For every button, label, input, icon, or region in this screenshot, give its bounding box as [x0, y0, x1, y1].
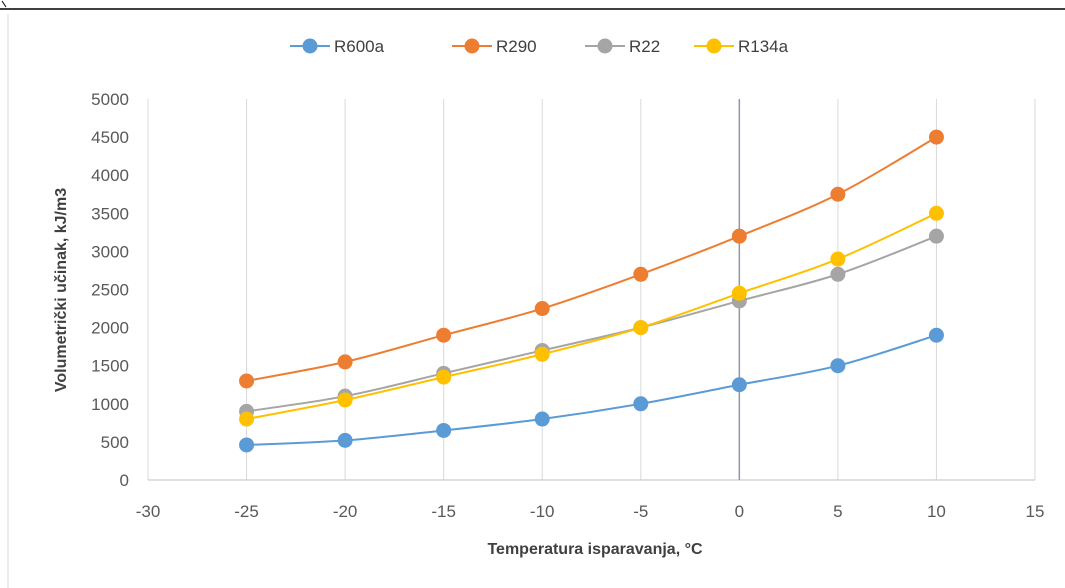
- data-point-r600a: [436, 422, 452, 438]
- x-tick-label: 15: [1026, 502, 1045, 521]
- series-r290: [239, 129, 944, 389]
- x-tick-label: -10: [530, 502, 555, 521]
- legend-label-r134a: R134a: [738, 37, 789, 56]
- data-point-r134a: [830, 251, 846, 267]
- x-tick-label: -20: [333, 502, 358, 521]
- data-point-r290: [534, 301, 550, 317]
- x-tick-label: -5: [633, 502, 648, 521]
- legend-marker-r22: [597, 38, 613, 54]
- x-tick-label: -30: [136, 502, 161, 521]
- data-point-r290: [731, 228, 747, 244]
- y-tick-label: 5000: [91, 90, 129, 109]
- y-axis-title: Volumetrički učinak, kJ/m3: [53, 188, 70, 392]
- gridlines: [147, 99, 1036, 480]
- legend-item-r134a: R134a: [694, 37, 789, 56]
- data-point-r600a: [337, 432, 353, 448]
- series-r134a: [239, 205, 944, 427]
- y-tick-label: 2500: [91, 281, 129, 300]
- data-point-r290: [337, 354, 353, 370]
- data-point-r290: [928, 129, 944, 145]
- y-tick-label: 1000: [91, 395, 129, 414]
- legend-marker-r600a: [302, 38, 318, 54]
- data-point-r600a: [534, 411, 550, 427]
- y-tick-label: 4000: [91, 166, 129, 185]
- y-tick-label: 500: [101, 433, 129, 452]
- data-point-r134a: [928, 205, 944, 221]
- legend-marker-r134a: [706, 38, 722, 54]
- series-group: [239, 129, 944, 453]
- data-point-r22: [830, 266, 846, 282]
- x-tick-label: -15: [431, 502, 456, 521]
- data-point-r600a: [731, 377, 747, 393]
- data-point-r134a: [337, 392, 353, 408]
- data-point-r600a: [830, 358, 846, 374]
- data-point-r290: [830, 186, 846, 202]
- y-tick-label: 4500: [91, 128, 129, 147]
- data-point-r134a: [239, 411, 255, 427]
- data-point-r290: [633, 266, 649, 282]
- y-tick-label: 3500: [91, 204, 129, 223]
- data-point-r22: [928, 228, 944, 244]
- legend-marker-r290: [464, 38, 480, 54]
- x-tick-label: 10: [927, 502, 946, 521]
- data-point-r290: [436, 327, 452, 343]
- y-tick-label: 3000: [91, 242, 129, 261]
- page-left-tick: [1, 0, 7, 8]
- data-point-r134a: [731, 285, 747, 301]
- y-tick-label: 2000: [91, 319, 129, 338]
- data-point-r134a: [633, 320, 649, 336]
- x-tick-label: 5: [833, 502, 842, 521]
- data-point-r134a: [534, 346, 550, 362]
- tick-labels: -30 -25 -20 -15 -10 -5 0 5 10 15 0 500 1000 1500 2000 2…: [91, 90, 1044, 521]
- series-r600a: [239, 327, 944, 453]
- axes: [148, 99, 1035, 481]
- legend-label-r22: R22: [629, 37, 660, 56]
- y-tick-label: 1500: [91, 357, 129, 376]
- data-point-r600a: [928, 327, 944, 343]
- legend-item-r290: R290: [452, 37, 537, 56]
- legend: R600a R290 R22 R134a: [290, 37, 789, 56]
- y-tick-label: 0: [120, 471, 129, 490]
- data-point-r290: [239, 373, 255, 389]
- series-line-r290: [246, 136, 937, 382]
- x-axis-title: Temperatura isparavanja, °C: [487, 541, 703, 558]
- data-point-r134a: [436, 369, 452, 385]
- data-point-r600a: [239, 437, 255, 453]
- x-tick-label: 0: [735, 502, 744, 521]
- x-tick-label: -25: [234, 502, 259, 521]
- series-line-r22: [246, 235, 937, 413]
- legend-label-r600a: R600a: [334, 37, 385, 56]
- legend-label-r290: R290: [496, 37, 537, 56]
- legend-item-r22: R22: [585, 37, 660, 56]
- series-line-r600a: [246, 334, 937, 446]
- series-line-r134a: [246, 212, 937, 421]
- legend-item-r600a: R600a: [290, 37, 385, 56]
- data-point-r600a: [633, 396, 649, 412]
